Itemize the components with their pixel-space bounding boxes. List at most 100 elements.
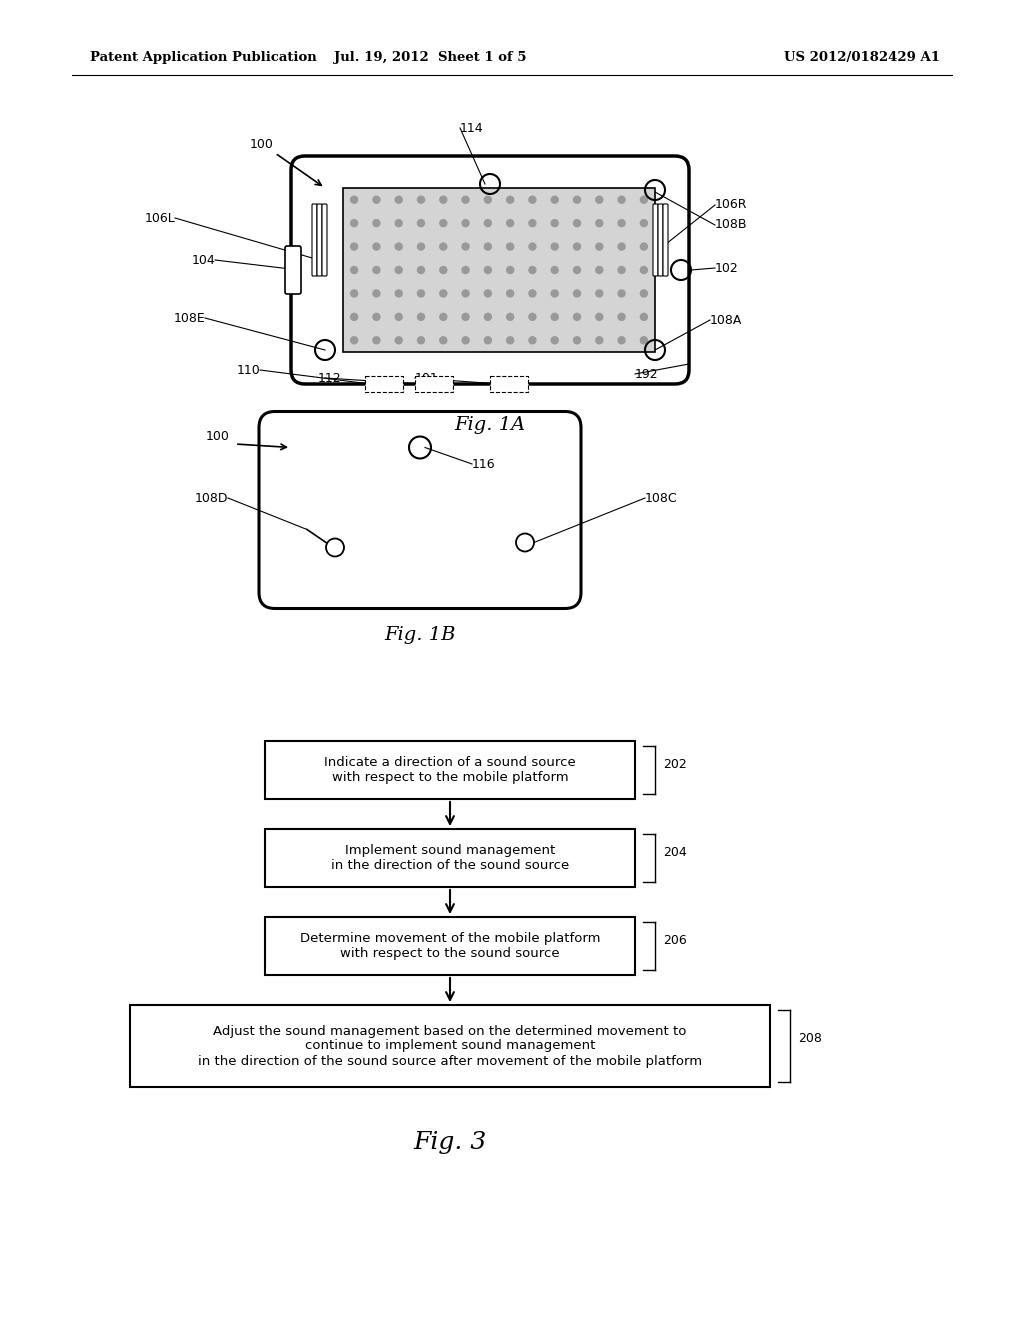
Text: 110: 110 [237,363,260,376]
Circle shape [618,290,625,297]
Circle shape [573,337,581,343]
Circle shape [529,219,536,227]
Text: 208: 208 [798,1031,822,1044]
Circle shape [640,337,647,343]
FancyBboxPatch shape [259,412,581,609]
Circle shape [439,197,446,203]
Circle shape [418,219,425,227]
Text: 112: 112 [318,371,342,384]
Circle shape [507,313,514,321]
Circle shape [507,197,514,203]
Circle shape [484,337,492,343]
Circle shape [462,337,469,343]
Circle shape [640,197,647,203]
FancyBboxPatch shape [312,205,317,276]
FancyBboxPatch shape [317,205,322,276]
Circle shape [439,313,446,321]
Circle shape [418,267,425,273]
FancyBboxPatch shape [265,829,635,887]
Circle shape [462,313,469,321]
Circle shape [373,267,380,273]
Circle shape [462,219,469,227]
Circle shape [350,243,357,249]
Circle shape [618,219,625,227]
Circle shape [395,243,402,249]
Text: US 2012/0182429 A1: US 2012/0182429 A1 [784,51,940,65]
FancyBboxPatch shape [490,376,528,392]
FancyBboxPatch shape [658,205,663,276]
FancyBboxPatch shape [285,246,301,294]
Text: 101: 101 [415,371,438,384]
Circle shape [484,219,492,227]
Circle shape [573,267,581,273]
FancyBboxPatch shape [343,187,655,352]
Circle shape [529,197,536,203]
Circle shape [618,267,625,273]
Text: Indicate a direction of a sound source
with respect to the mobile platform: Indicate a direction of a sound source w… [325,756,575,784]
Text: 108C: 108C [645,491,678,504]
Text: 100: 100 [250,139,273,152]
Circle shape [507,243,514,249]
Circle shape [596,290,603,297]
Circle shape [551,219,558,227]
Circle shape [439,337,446,343]
Circle shape [439,267,446,273]
Text: 108D: 108D [195,491,228,504]
Circle shape [439,290,446,297]
Circle shape [596,219,603,227]
Text: 108A: 108A [710,314,742,326]
Circle shape [573,290,581,297]
Circle shape [573,219,581,227]
FancyBboxPatch shape [265,917,635,975]
Circle shape [507,267,514,273]
Circle shape [640,243,647,249]
Circle shape [551,313,558,321]
Circle shape [551,197,558,203]
Circle shape [640,267,647,273]
Circle shape [373,290,380,297]
Circle shape [395,219,402,227]
Text: Adjust the sound management based on the determined movement to
continue to impl: Adjust the sound management based on the… [198,1024,702,1068]
Text: 192: 192 [635,367,658,380]
Circle shape [618,197,625,203]
Circle shape [596,337,603,343]
Circle shape [395,337,402,343]
Circle shape [350,267,357,273]
Circle shape [395,313,402,321]
Circle shape [395,267,402,273]
Circle shape [418,243,425,249]
Circle shape [484,313,492,321]
Circle shape [462,197,469,203]
Circle shape [350,197,357,203]
Circle shape [350,290,357,297]
Circle shape [529,290,536,297]
Circle shape [596,197,603,203]
FancyBboxPatch shape [663,205,668,276]
Circle shape [373,197,380,203]
Circle shape [439,219,446,227]
Circle shape [439,243,446,249]
Circle shape [551,337,558,343]
Circle shape [462,267,469,273]
Text: 202: 202 [663,759,687,771]
Circle shape [551,267,558,273]
Circle shape [573,313,581,321]
Text: 106R: 106R [715,198,748,211]
Circle shape [640,290,647,297]
Circle shape [529,337,536,343]
Circle shape [529,313,536,321]
Text: Patent Application Publication: Patent Application Publication [90,51,316,65]
Circle shape [418,197,425,203]
Circle shape [596,267,603,273]
Circle shape [373,243,380,249]
Circle shape [529,243,536,249]
Circle shape [350,219,357,227]
Text: 116: 116 [472,458,496,470]
Circle shape [618,313,625,321]
Circle shape [507,219,514,227]
Circle shape [373,313,380,321]
Circle shape [418,290,425,297]
Circle shape [418,313,425,321]
Text: 204: 204 [663,846,687,859]
Circle shape [618,243,625,249]
